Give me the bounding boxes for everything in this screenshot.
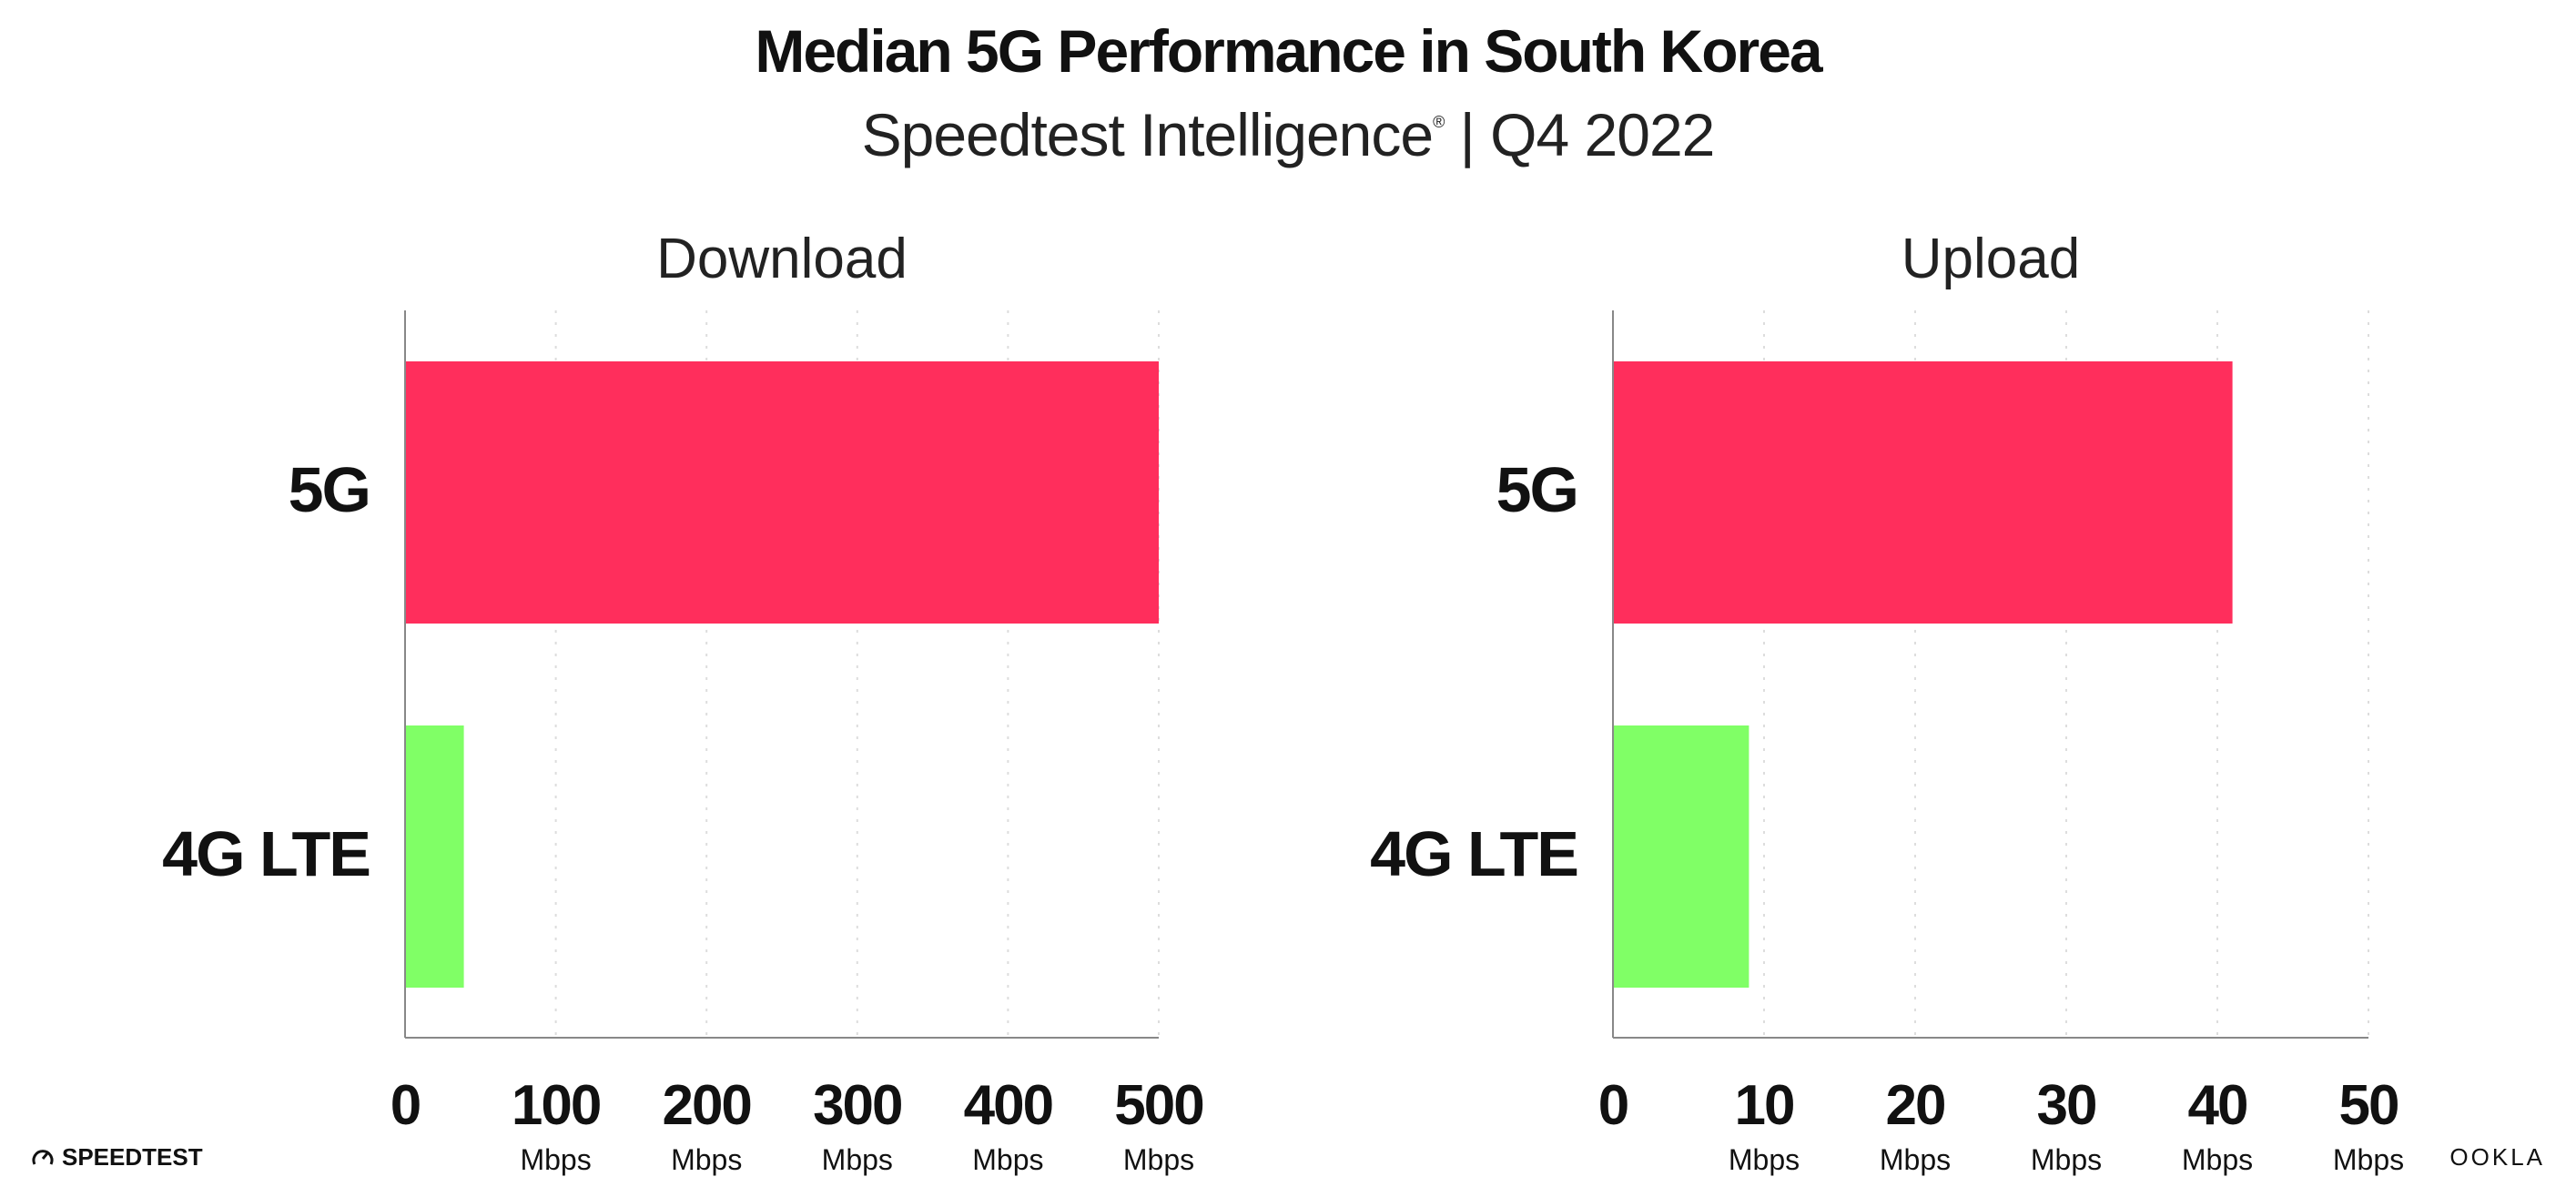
download-bar-4g-lte — [406, 725, 464, 988]
download-panel-title: Download — [656, 228, 908, 290]
upload-bar-5g — [1614, 361, 2233, 624]
download-tick-label: 400 — [964, 1074, 1052, 1137]
upload-panel-title: Upload — [1902, 228, 2080, 290]
ookla-logo: OOKLA — [2449, 1143, 2545, 1171]
upload-tick-unit: Mbps — [1880, 1143, 1951, 1176]
download-tick-label: 0 — [390, 1074, 420, 1137]
download-tick-label: 300 — [813, 1074, 901, 1137]
download-tick-label: 500 — [1114, 1074, 1202, 1137]
upload-tick-unit: Mbps — [2333, 1143, 2404, 1176]
upload-tick-label: 20 — [1886, 1074, 1945, 1137]
upload-tick-label: 0 — [1598, 1074, 1628, 1137]
download-tick-unit: Mbps — [1123, 1143, 1194, 1176]
download-tick-unit: Mbps — [520, 1143, 591, 1176]
upload-tick-label: 40 — [2188, 1074, 2247, 1137]
download-tick-unit: Mbps — [671, 1143, 742, 1176]
registered-mark: ® — [1433, 113, 1445, 131]
chart-title: Median 5G Performance in South Korea — [755, 17, 1822, 85]
download-tick-label: 100 — [512, 1074, 600, 1137]
download-bar-5g — [406, 361, 1159, 624]
subtitle-main: Speedtest Intelligence — [861, 101, 1434, 168]
download-tick-unit: Mbps — [972, 1143, 1043, 1176]
upload-tick-label: 50 — [2339, 1074, 2399, 1137]
upload-tick-label: 10 — [1735, 1074, 1794, 1137]
speedtest-logo: SPEEDTEST — [31, 1143, 203, 1172]
upload-tick-unit: Mbps — [2031, 1143, 2102, 1176]
upload-tick-unit: Mbps — [1729, 1143, 1800, 1176]
subtitle-rest: | Q4 2022 — [1444, 101, 1716, 168]
upload-category-label: 4G LTE — [1370, 818, 1577, 889]
download-tick-unit: Mbps — [822, 1143, 893, 1176]
download-category-label: 5G — [289, 454, 370, 525]
upload-category-label: 5G — [1496, 454, 1577, 525]
chart-subtitle: Speedtest Intelligence® | Q4 2022 — [0, 100, 2576, 169]
upload-tick-label: 30 — [2037, 1074, 2096, 1137]
upload-tick-unit: Mbps — [2182, 1143, 2253, 1176]
download-category-label: 4G LTE — [162, 818, 370, 889]
speedometer-icon — [32, 1149, 54, 1165]
download-tick-label: 200 — [662, 1074, 750, 1137]
speedtest-logo-text: SPEEDTEST — [62, 1143, 203, 1171]
upload-bar-4g-lte — [1614, 725, 1749, 988]
